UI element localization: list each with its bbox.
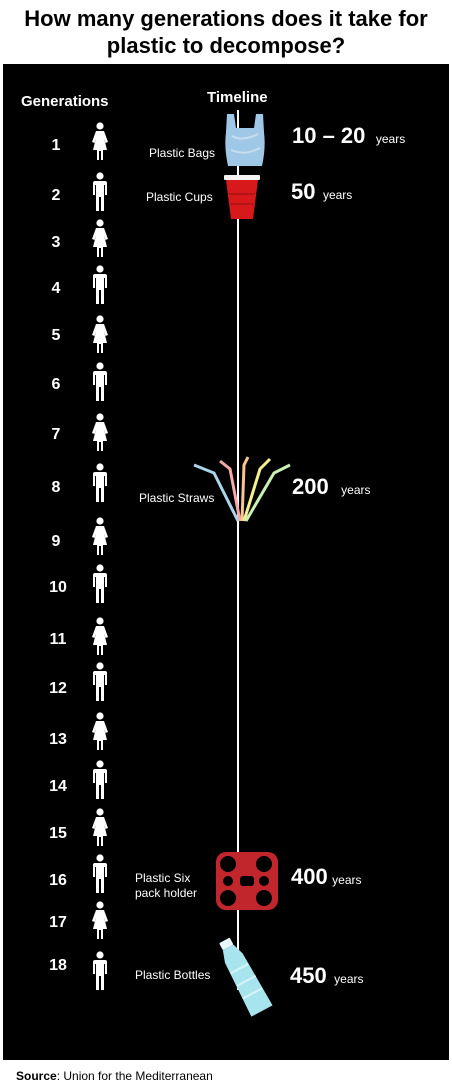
page-title: How many generations does it take for pl… <box>11 5 441 59</box>
generation-number: 12 <box>43 680 73 698</box>
generation-number: 15 <box>43 825 73 843</box>
item-label: Plastic Bags <box>149 146 215 161</box>
years-unit: years <box>341 483 370 497</box>
generation-number: 18 <box>43 957 73 975</box>
years-value: 450 <box>290 963 327 988</box>
years-unit: years <box>376 132 405 146</box>
generation-number: 3 <box>41 234 71 252</box>
timeline-header: Timeline <box>207 89 268 106</box>
plastic-cup-icon <box>223 174 261 220</box>
source-prefix: Source <box>16 1069 57 1083</box>
generation-number: 14 <box>43 778 73 796</box>
generation-number: 7 <box>41 426 71 444</box>
generation-number: 13 <box>43 731 73 749</box>
years-unit: years <box>332 873 361 887</box>
item-years: 450 years <box>290 963 364 989</box>
generation-number: 2 <box>41 187 71 205</box>
plastic-straws-icon <box>190 455 292 525</box>
item-label-line-2: pack holder <box>135 886 197 901</box>
generation-number: 4 <box>41 280 71 298</box>
plastic-bottle-icon <box>214 935 276 1019</box>
generation-number: 5 <box>41 327 71 345</box>
item-years: 10 – 20 years <box>292 123 405 149</box>
generation-number: 6 <box>41 376 71 394</box>
years-value: 200 <box>292 474 329 499</box>
title-band: How many generations does it take for pl… <box>0 0 452 64</box>
generation-number: 17 <box>43 914 73 932</box>
item-years: 400 years <box>291 864 362 890</box>
item-label: Plastic Cups <box>146 190 213 205</box>
years-unit: years <box>323 188 352 202</box>
item-years: 50 years <box>291 179 352 205</box>
plastic-bag-icon <box>222 112 268 170</box>
years-unit: years <box>334 972 363 986</box>
item-label: Plastic Bottles <box>135 968 210 983</box>
generation-number: 16 <box>43 872 73 890</box>
generation-number: 1 <box>41 137 71 155</box>
six-pack-holder-icon <box>214 850 280 912</box>
item-label-line-1: Plastic Six <box>135 871 190 886</box>
generations-header: Generations <box>21 93 109 110</box>
generation-number: 8 <box>41 479 71 497</box>
generation-number: 9 <box>41 533 71 551</box>
years-value: 400 <box>291 864 328 889</box>
generation-number: 10 <box>43 579 73 597</box>
years-value: 10 – 20 <box>292 123 365 148</box>
source-text: : Union for the Mediterranean <box>57 1069 213 1083</box>
item-years: 200 years <box>292 474 371 500</box>
source-footer: Source: Union for the Mediterranean <box>0 1060 452 1092</box>
years-value: 50 <box>291 179 315 204</box>
generation-number: 11 <box>43 631 73 649</box>
